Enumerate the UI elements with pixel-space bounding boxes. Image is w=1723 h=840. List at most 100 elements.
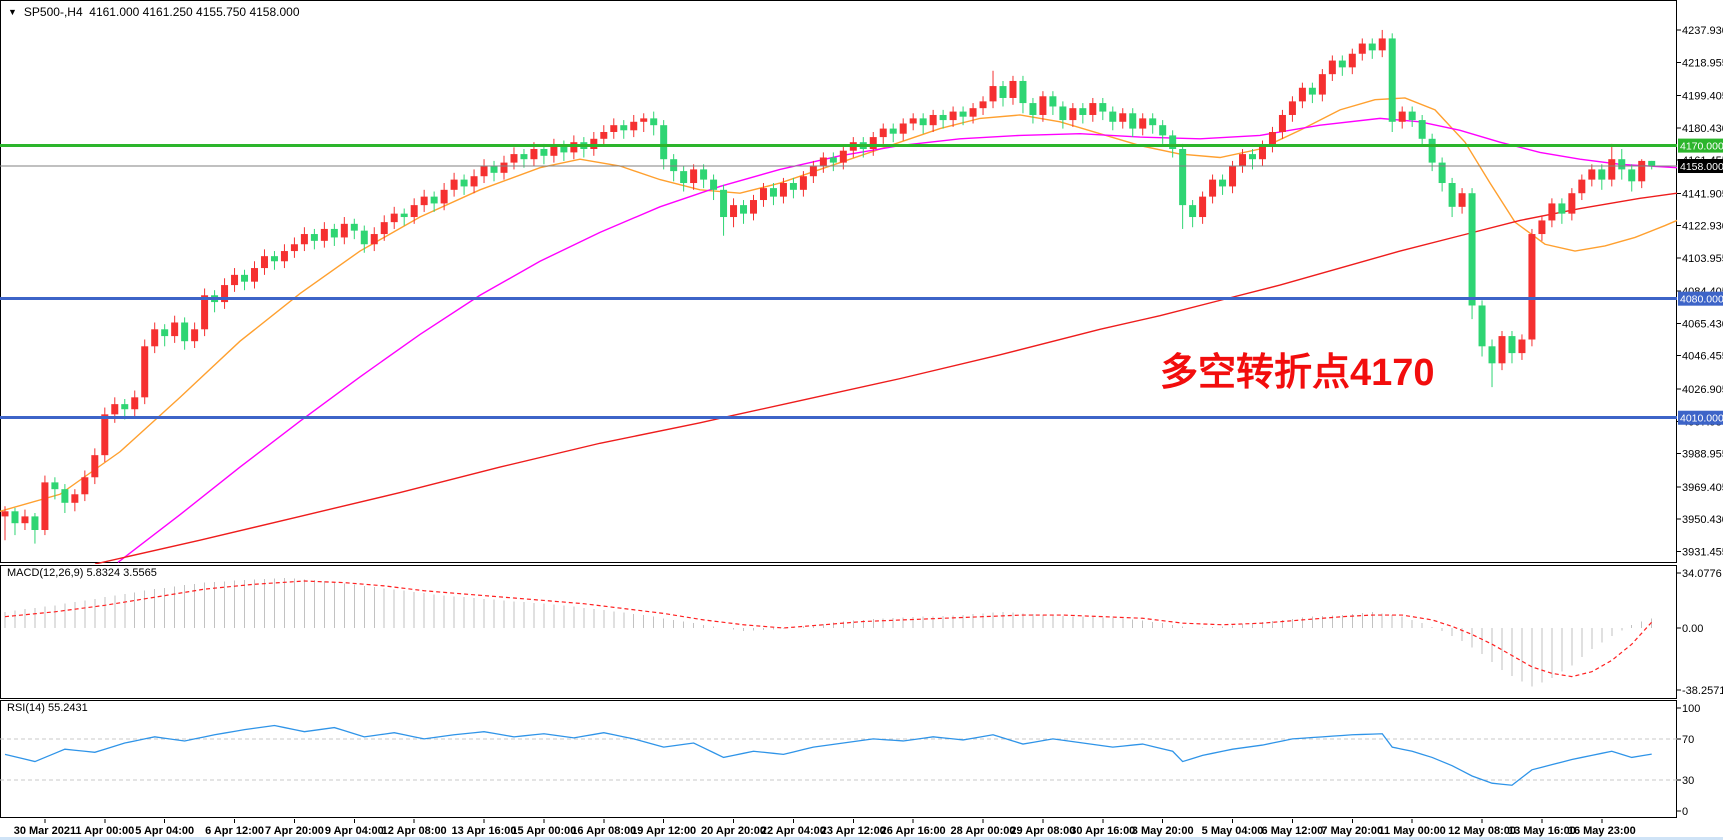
candle-body	[310, 234, 318, 241]
time-tick-label[interactable]: 6 Apr 12:00	[205, 825, 264, 837]
candle-body	[1478, 305, 1486, 347]
time-tick-label[interactable]: 12 Apr 08:00	[382, 825, 447, 837]
time-tick-label[interactable]: 30 Mar 2021	[14, 825, 76, 837]
time-tick-label[interactable]: 16 May 23:00	[1568, 825, 1636, 837]
candle-body	[1049, 96, 1057, 107]
candle-body	[1638, 160, 1646, 182]
time-tick-label[interactable]: 30 Apr 16:00	[1070, 825, 1135, 837]
candle-body	[570, 142, 578, 153]
candle-body	[400, 213, 408, 218]
candle-body	[720, 189, 728, 218]
rsi-axis-label: 0	[1682, 806, 1688, 818]
candle-body	[909, 118, 917, 124]
time-tick-label[interactable]: 20 Apr 20:00	[701, 825, 766, 837]
candle-body	[1328, 60, 1336, 75]
price-tick-label: 4180.430	[1682, 123, 1723, 135]
candle-body	[1538, 220, 1546, 235]
price-box-label: 4010.000	[1680, 413, 1723, 425]
price-tick-label: 3931.455	[1682, 546, 1723, 558]
candle-body	[21, 516, 29, 524]
time-tick-label[interactable]: 5 May 04:00	[1202, 825, 1264, 837]
annotation-text[interactable]: 多空转折点4170	[1160, 352, 1435, 394]
candle-body	[1278, 114, 1286, 132]
candle-body	[799, 176, 807, 190]
time-tick-label[interactable]: 22 Apr 04:00	[761, 825, 826, 837]
time-tick-label[interactable]: 1 Apr 00:00	[75, 825, 134, 837]
candle-body	[1119, 113, 1127, 122]
candle-body	[700, 169, 708, 180]
candle-body	[779, 183, 787, 197]
candle-body	[1558, 203, 1566, 214]
price-tick-label: 4065.430	[1682, 318, 1723, 330]
time-tick-label[interactable]: 23 Apr 12:00	[821, 825, 886, 837]
macd-axis-label: -38.2571	[1682, 685, 1723, 697]
price-tick-label: 4026.905	[1682, 384, 1723, 396]
time-tick-label[interactable]: 29 Apr 08:00	[1010, 825, 1075, 837]
candle-body	[1628, 169, 1636, 182]
candle-body	[1019, 80, 1027, 104]
candle-body	[759, 188, 767, 201]
time-tick-label[interactable]: 28 Apr 00:00	[951, 825, 1016, 837]
rsi-panel-plot[interactable]: 100 70 30 0	[0, 700, 1723, 819]
price-tick-label: 4122.930	[1682, 221, 1723, 233]
price-tick-label: 4141.905	[1682, 188, 1723, 200]
time-tick-label[interactable]: 5 Apr 04:00	[135, 825, 194, 837]
candle-body	[340, 223, 348, 238]
symbol-dropdown-arrow-icon[interactable]: ▼	[8, 7, 17, 17]
candle-body	[251, 268, 258, 282]
time-tick-label[interactable]: 13 Apr 16:00	[452, 825, 517, 837]
window-bottom-edge	[0, 837, 1723, 840]
time-tick-label[interactable]: 3 May 20:00	[1132, 825, 1194, 837]
candle-body	[430, 196, 438, 204]
candle-body	[650, 118, 658, 126]
time-axis[interactable]: 30 Mar 2021 1 Apr 00:00 5 Apr 04:00 6 Apr 1…	[0, 819, 1723, 840]
candle-body	[31, 516, 39, 531]
candle-body	[829, 157, 837, 163]
candle-body	[620, 125, 628, 131]
main-chart-plot[interactable]: 4237.9304218.9554199.4054180.4304161.455…	[0, 0, 1723, 564]
candle-body	[1568, 193, 1576, 214]
rsi-line	[4, 724, 1652, 786]
candle-body	[560, 145, 568, 153]
price-tick-label: 3950.430	[1682, 514, 1723, 526]
fast-ma-orange	[0, 97, 1678, 512]
price-tick-label: 4199.405	[1682, 91, 1723, 103]
candle-body	[81, 477, 89, 495]
candle-body	[1398, 111, 1406, 122]
time-tick-label[interactable]: 13 May 16:00	[1508, 825, 1576, 837]
time-tick-label[interactable]: 12 May 08:00	[1448, 825, 1516, 837]
candle-body	[1648, 160, 1656, 167]
candle-body	[1179, 148, 1187, 206]
candle-body	[1139, 118, 1147, 129]
candle-body	[380, 222, 388, 235]
candle-body	[889, 128, 897, 134]
candle-body	[670, 159, 678, 172]
candle-body	[520, 154, 528, 160]
candle-body	[969, 108, 977, 117]
time-tick-label[interactable]: 6 May 12:00	[1262, 825, 1324, 837]
candle-body	[690, 169, 698, 184]
candle-body	[71, 494, 79, 503]
candle-body	[450, 179, 458, 190]
time-tick-label[interactable]: 11 May 00:00	[1379, 825, 1446, 837]
time-tick-label[interactable]: 7 May 20:00	[1321, 825, 1383, 837]
time-tick-label[interactable]: 7 Apr 20:00	[265, 825, 324, 837]
candle-body	[1029, 103, 1037, 115]
candle-body	[1079, 108, 1087, 115]
time-tick-label[interactable]: 16 Apr 08:00	[571, 825, 636, 837]
candle-body	[470, 176, 478, 187]
macd-panel-plot[interactable]: 34.0776 0.00 -38.2571	[0, 565, 1723, 700]
candle-body	[131, 397, 139, 410]
symbol-title-ohlc: SP500-,H4 4161.000 4161.250 4155.750 415…	[23, 5, 300, 19]
candle-body	[221, 285, 229, 303]
time-tick-label[interactable]: 15 Apr 00:00	[511, 825, 576, 837]
rsi-axis-label: 100	[1682, 703, 1700, 715]
candles-layer[interactable]	[1, 29, 1656, 544]
time-tick-label[interactable]: 9 Apr 04:00	[325, 825, 384, 837]
price-box-4010.000	[1678, 410, 1723, 425]
candle-body	[640, 118, 648, 122]
time-tick-label[interactable]: 19 Apr 12:00	[631, 825, 696, 837]
time-tick-label[interactable]: 26 Apr 16:00	[881, 825, 946, 837]
candle-body	[490, 166, 498, 173]
